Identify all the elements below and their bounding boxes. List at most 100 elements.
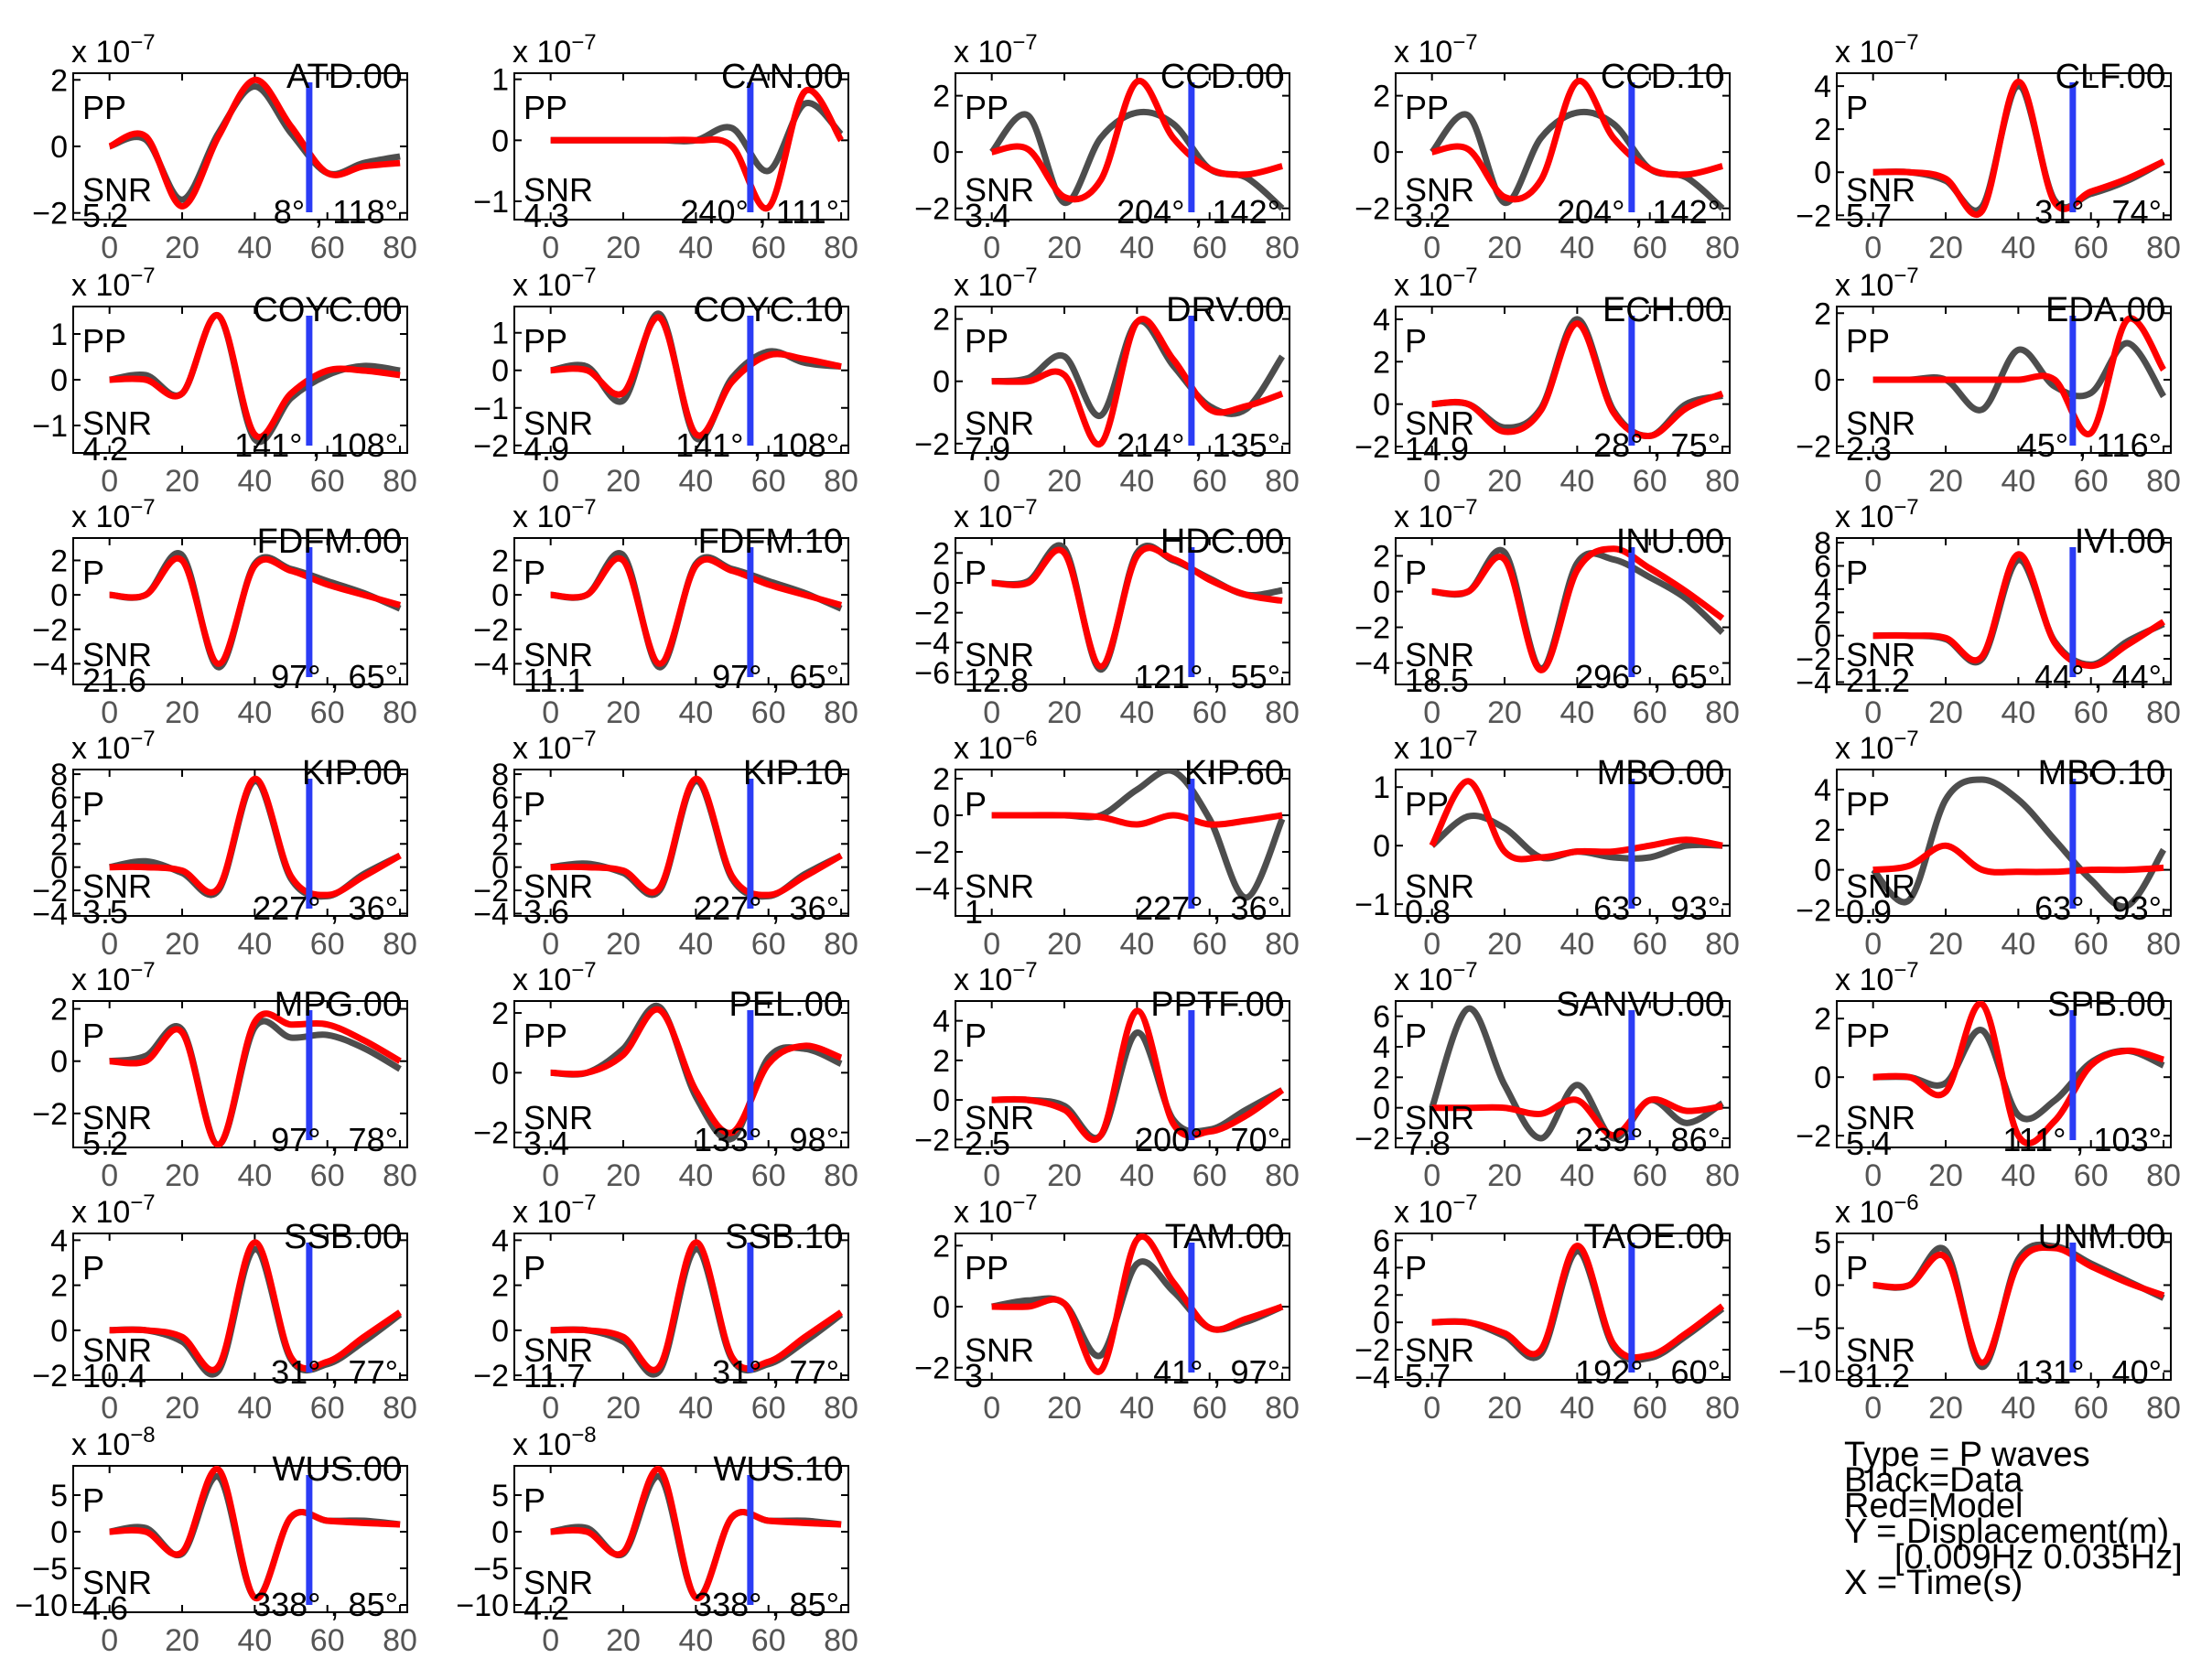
- azimuth-distance-label: 131° , 40°: [2016, 1353, 2162, 1391]
- plot-frame: [1395, 72, 1731, 221]
- azimuth-distance-label: 214° , 135°: [1117, 426, 1280, 464]
- x-tick-label: 40: [1119, 464, 1154, 499]
- x-tick-label: 60: [751, 231, 786, 265]
- y-tick-label: 4: [50, 1223, 68, 1258]
- plot-frame: [513, 1465, 849, 1613]
- scale-label: x 10−7: [954, 1190, 1038, 1230]
- x-tick-label: 0: [1423, 464, 1440, 499]
- data-trace: [991, 1258, 1284, 1360]
- station-label: KIP.00: [302, 754, 402, 792]
- x-tick-label: 40: [237, 1623, 272, 1658]
- plot-frame: [955, 537, 1290, 685]
- x-tick-label: 20: [606, 1623, 641, 1658]
- y-tick-label: 2: [933, 762, 950, 797]
- x-tick-label: 20: [606, 695, 641, 730]
- y-tick-label: 0: [1814, 363, 1831, 398]
- station-label: UNM.00: [2038, 1218, 2165, 1256]
- snr-value: 5.7: [1405, 1357, 1451, 1394]
- station-label: CCD.00: [1160, 58, 1284, 96]
- snr-label: SNR: [82, 404, 152, 442]
- y-tick-label: 4: [1373, 1251, 1390, 1286]
- y-tick-label: 4: [933, 1005, 950, 1039]
- station-label: COYC.00: [253, 291, 402, 329]
- station-label: COYC.10: [694, 291, 843, 329]
- x-tick-label: 60: [2074, 1158, 2109, 1193]
- x-tick-label: 80: [1265, 231, 1300, 265]
- x-tick-label: 80: [824, 231, 858, 265]
- y-tick-label: 2: [933, 536, 950, 571]
- snr-label: SNR: [82, 867, 152, 905]
- x-tick-label: 20: [1047, 927, 1082, 962]
- y-tick-label: 2: [50, 544, 68, 578]
- x-tick-label: 80: [1705, 464, 1740, 499]
- y-tick-label: −2: [914, 427, 950, 462]
- y-tick-label: 0: [50, 130, 68, 165]
- y-tick-label: −10: [456, 1588, 509, 1623]
- x-tick-label: 0: [1423, 927, 1440, 962]
- plot-frame: [72, 537, 408, 685]
- waveforms: [109, 1239, 403, 1378]
- waveforms: [991, 770, 1286, 901]
- scale-label: x 10−8: [513, 1423, 597, 1462]
- waveforms: [550, 775, 843, 900]
- scale-exponent: −7: [1894, 30, 1918, 55]
- y-tick-label: −1: [473, 392, 509, 426]
- y-tick-label: −2: [1354, 192, 1390, 227]
- x-tick-label: 0: [1864, 1391, 1882, 1426]
- phase-label: P: [1846, 554, 1868, 591]
- snr-value: 4.3: [523, 197, 569, 234]
- x-tick-label: 0: [542, 1158, 559, 1193]
- phase-label: P: [82, 1017, 104, 1054]
- x-tick-label: 0: [983, 231, 1000, 265]
- x-tick-label: 40: [2001, 927, 2035, 962]
- y-tick-label: 0: [1373, 135, 1390, 170]
- x-tick-label: 80: [383, 1391, 417, 1426]
- scale-exponent: −7: [1894, 495, 1918, 520]
- y-tick-label: 0: [491, 124, 509, 158]
- station-label: TAOE.00: [1584, 1218, 1724, 1256]
- data-trace: [991, 318, 1286, 419]
- y-tick-label: 4: [50, 804, 68, 839]
- x-tick-label: 20: [165, 1158, 200, 1193]
- plot-frame: [1395, 537, 1731, 685]
- y-tick-label: −2: [1796, 199, 1831, 233]
- scale-exponent: −7: [571, 727, 596, 751]
- y-tick-label: 0: [50, 1045, 68, 1080]
- snr-value: 18.5: [1405, 662, 1469, 699]
- scale-exponent: −7: [1452, 727, 1477, 751]
- x-tick-label: 80: [824, 1158, 858, 1193]
- model-trace: [1430, 78, 1724, 203]
- azimuth-distance-label: 204° , 142°: [1117, 193, 1280, 231]
- azimuth-distance-label: 45° , 116°: [2019, 426, 2162, 464]
- model-trace: [990, 78, 1284, 203]
- model-trace: [991, 1007, 1285, 1143]
- waveforms: [991, 316, 1286, 447]
- azimuth-distance-label: 227° , 36°: [1135, 889, 1280, 927]
- x-tick-label: 60: [310, 464, 345, 499]
- waveforms: [1872, 315, 2167, 437]
- x-tick-label: 0: [542, 1391, 559, 1426]
- scale-exponent: −6: [1894, 1190, 1918, 1215]
- scale-label: x 10−7: [1835, 958, 1919, 997]
- y-tick-label: 2: [491, 1269, 509, 1304]
- x-tick-label: 40: [678, 695, 713, 730]
- scale-exponent: −7: [130, 1190, 155, 1215]
- x-tick-label: 0: [1864, 231, 1882, 265]
- station-label: PEL.00: [728, 985, 843, 1024]
- y-tick-label: −4: [1796, 665, 1831, 700]
- plot-frame: [955, 72, 1290, 221]
- x-tick-label: 0: [101, 1158, 118, 1193]
- y-tick-label: 0: [1373, 829, 1390, 864]
- y-tick-label: 8: [1814, 526, 1831, 561]
- x-tick-label: 60: [2074, 464, 2109, 499]
- y-tick-label: 2: [1814, 813, 1831, 848]
- y-tick-label: −5: [473, 1552, 509, 1587]
- station-label: IVI.00: [2075, 522, 2165, 561]
- plot-frame: [1836, 769, 2172, 917]
- x-tick-label: 80: [1705, 927, 1740, 962]
- station-label: CLF.00: [2056, 58, 2165, 96]
